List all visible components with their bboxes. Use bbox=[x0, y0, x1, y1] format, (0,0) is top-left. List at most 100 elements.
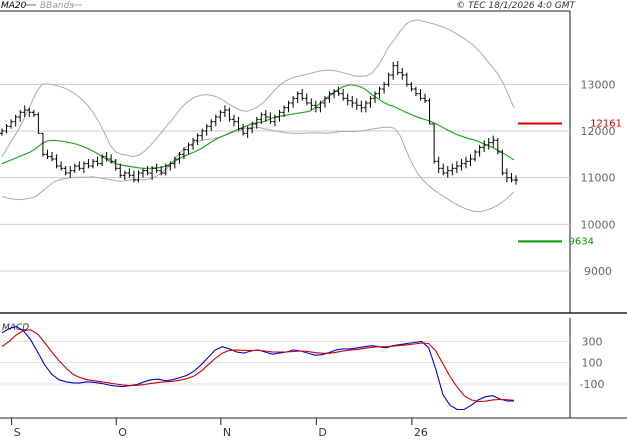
macd-y-tick-label: 100 bbox=[582, 357, 603, 370]
ohlc-bar bbox=[418, 89, 423, 101]
ohlc-bar bbox=[282, 105, 287, 117]
ohlc-bar bbox=[309, 98, 314, 110]
ohlc-bar bbox=[286, 100, 291, 113]
ohlc-bar bbox=[341, 89, 346, 101]
ohlc-bar bbox=[154, 163, 159, 173]
ohlc-bar bbox=[95, 156, 100, 166]
ohlc-bar bbox=[118, 163, 123, 178]
ohlc-bar bbox=[86, 159, 91, 169]
ohlc-bar bbox=[100, 154, 105, 166]
ohlc-bar bbox=[368, 96, 373, 108]
ohlc-bar bbox=[441, 163, 446, 176]
ohlc-bar bbox=[423, 93, 428, 103]
ohlc-bar bbox=[400, 68, 405, 80]
ohlc-bar bbox=[68, 166, 73, 178]
x-tick-label: S bbox=[14, 426, 21, 439]
ohlc-bar bbox=[200, 128, 205, 141]
ohlc-bar bbox=[122, 170, 127, 180]
ohlc-bar bbox=[514, 175, 518, 185]
ohlc-bar bbox=[327, 91, 332, 103]
legend-ma20: MA20 bbox=[1, 1, 27, 11]
ohlc-bar bbox=[463, 156, 468, 169]
ohlc-bar bbox=[245, 126, 250, 138]
ohlc-bar bbox=[345, 93, 350, 106]
ohlc-bar bbox=[300, 89, 305, 101]
ohlc-bar bbox=[27, 107, 32, 117]
ohlc-bar bbox=[113, 159, 118, 171]
copyright-text: © TEC 18/1/2026 4:0 GMT bbox=[456, 1, 576, 11]
ohlc-bar bbox=[436, 156, 441, 173]
ohlc-bar bbox=[191, 138, 196, 150]
ohlc-bar bbox=[372, 91, 377, 103]
ohlc-bar bbox=[195, 133, 200, 145]
ohlc-bar bbox=[350, 96, 355, 108]
ohlc-bar bbox=[145, 166, 150, 176]
ohlc-bar bbox=[9, 119, 14, 129]
ohlc-bar bbox=[31, 110, 36, 117]
ohlc-bar bbox=[186, 142, 191, 155]
ohlc-bar bbox=[363, 100, 368, 113]
ohlc-bar bbox=[163, 163, 168, 176]
ohlc-bar bbox=[395, 61, 400, 75]
ohlc-bar bbox=[63, 166, 68, 176]
ohlc-bar bbox=[168, 161, 173, 171]
ohlc-bar bbox=[36, 112, 41, 134]
x-tick-label: D bbox=[318, 426, 326, 439]
ohlc-bar bbox=[136, 170, 141, 183]
ohlc-bar bbox=[459, 159, 464, 171]
ohlc-bar bbox=[377, 86, 382, 99]
macd-title: MACD bbox=[2, 323, 29, 333]
ohlc-bar bbox=[336, 86, 341, 96]
ohlc-bar bbox=[354, 98, 359, 110]
ohlc-bar bbox=[477, 145, 482, 157]
bband-upper-line bbox=[1, 19, 515, 158]
resistance-label: 12161 bbox=[590, 118, 622, 129]
macd-line bbox=[1, 325, 514, 411]
ohlc-bar bbox=[72, 163, 77, 173]
ohlc-bar bbox=[409, 82, 414, 92]
ohlc-bar bbox=[495, 138, 500, 155]
ohlc-bar bbox=[473, 149, 478, 162]
ohlc-bar bbox=[231, 114, 236, 127]
price-y-tick-label: 12000 bbox=[581, 125, 616, 138]
ohlc-bar bbox=[482, 140, 487, 152]
x-tick-label: 26 bbox=[414, 426, 428, 439]
ohlc-bar bbox=[250, 121, 255, 134]
ohlc-bar bbox=[413, 86, 418, 96]
macd-y-tick-label: -100 bbox=[580, 378, 605, 391]
ohlc-bar bbox=[109, 154, 114, 164]
ohlc-bar bbox=[131, 170, 136, 183]
ohlc-bar bbox=[227, 107, 232, 122]
ohlc-bar bbox=[386, 72, 391, 87]
price-y-tick-label: 9000 bbox=[584, 265, 612, 278]
ohlc-bar bbox=[382, 82, 387, 94]
ohlc-bar bbox=[277, 110, 282, 122]
ohlc-bar bbox=[181, 147, 186, 159]
ohlc-bar bbox=[218, 110, 223, 122]
ohlc-bar bbox=[18, 110, 23, 122]
price-y-tick-label: 10000 bbox=[581, 218, 616, 231]
ohlc-bar bbox=[213, 114, 218, 127]
ohlc-bar bbox=[59, 161, 64, 171]
ohlc-bar bbox=[500, 149, 505, 176]
ohlc-bar bbox=[81, 161, 86, 173]
ohlc-bar bbox=[127, 168, 132, 178]
ohlc-bar bbox=[204, 124, 209, 136]
ohlc-bar bbox=[177, 152, 182, 164]
legend-bbands: BBands bbox=[40, 1, 74, 11]
ohlc-bar bbox=[150, 166, 155, 180]
ohlc-bar bbox=[445, 166, 450, 178]
ohlc-bar bbox=[159, 166, 164, 176]
ohlc-bar bbox=[77, 161, 82, 171]
ohlc-bar bbox=[141, 168, 146, 178]
ohlc-bar bbox=[22, 105, 27, 117]
x-tick-label: N bbox=[223, 426, 231, 439]
ohlc-bar bbox=[0, 128, 4, 136]
ohlc-bar bbox=[272, 114, 277, 127]
ohlc-bar bbox=[54, 154, 59, 169]
ohlc-bar bbox=[332, 89, 337, 99]
ohlc-bar bbox=[450, 163, 455, 176]
ohlc-bar bbox=[404, 72, 409, 87]
